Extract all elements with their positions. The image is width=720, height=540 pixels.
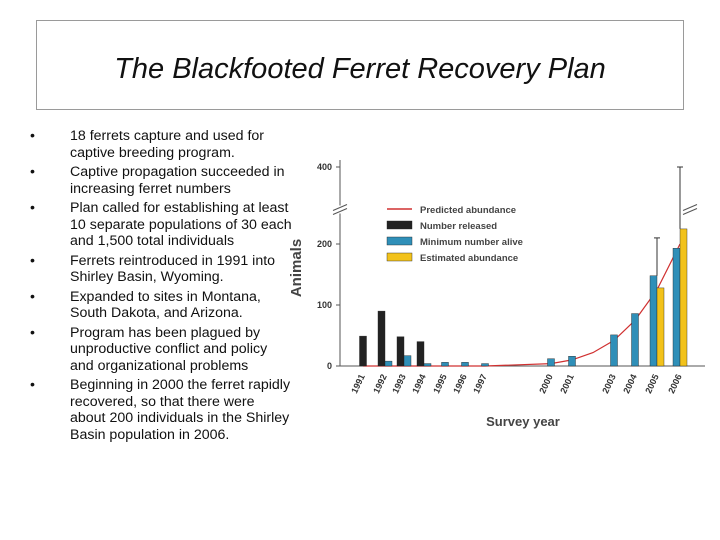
axis-break-mark — [332, 208, 348, 215]
axis-break-gap — [333, 205, 347, 214]
axis-break-gap — [683, 205, 697, 214]
bar — [461, 362, 469, 367]
bullet-item: • Program has been plagued by unproductiv… — [30, 325, 292, 375]
bullet-dot: • — [30, 288, 35, 305]
bar — [631, 313, 639, 367]
bullet-dot: • — [30, 164, 35, 180]
x-tick-label: 2006 — [666, 373, 684, 395]
y-tick-label: 400 — [317, 162, 332, 172]
bar — [403, 355, 412, 367]
y-tick-label: 0 — [327, 361, 332, 371]
x-tick-label: 2000 — [537, 373, 555, 395]
bar — [481, 363, 489, 367]
bar — [359, 335, 367, 367]
axis-break-mark — [682, 204, 698, 211]
x-tick-label: 1991 — [349, 373, 367, 395]
axis-break-mark — [332, 204, 348, 211]
x-tick-label: 1996 — [451, 373, 469, 395]
bullet-text: 18 ferrets capture and used for captive … — [70, 128, 265, 161]
bullet-text: Expanded to sites in Montana, South Dako… — [70, 288, 261, 322]
bullet-text: Captive propagation succeeded in increas… — [70, 164, 285, 197]
predicted-abundance-line — [363, 243, 681, 367]
legend-label: Number released — [420, 221, 497, 232]
bullet-text: Beginning in 2000 the ferret rapidly rec… — [70, 377, 291, 443]
bullet-text: Program has been plagued by unproductive… — [70, 324, 268, 374]
bar — [416, 341, 425, 367]
bullet-dot: • — [30, 252, 35, 269]
legend-label: Minimum number alive — [420, 237, 523, 248]
bullet-dot: • — [30, 377, 35, 393]
legend-label: Predicted abundance — [420, 205, 516, 216]
x-tick-label: 1992 — [371, 373, 389, 395]
bar — [396, 336, 405, 367]
x-axis-label: Survey year — [486, 414, 560, 429]
bullet-item: • Captive propagation succeeded in increa… — [30, 164, 292, 197]
bar — [423, 363, 432, 367]
bullet-dot: • — [30, 128, 35, 144]
y-axis-label: Animals — [288, 239, 305, 297]
x-tick-label: 2001 — [558, 373, 576, 395]
bullet-dot: • — [30, 200, 35, 216]
bar — [656, 287, 665, 367]
x-tick-label: 2004 — [621, 373, 639, 395]
bullet-list: • 18 ferrets capture and used for captive… — [30, 128, 292, 446]
x-tick-label: 1994 — [410, 373, 428, 395]
bullet-item: • Expanded to sites in Montana, South Dak… — [30, 289, 292, 322]
x-tick-label: 1995 — [431, 373, 449, 395]
bar — [384, 360, 393, 367]
bar — [679, 228, 688, 367]
bullet-text: Ferrets reintroduced in 1991 into Shirle… — [70, 252, 276, 286]
bar — [547, 358, 555, 367]
bullet-item: • Ferrets reintroduced in 1991 into Shirl… — [30, 253, 292, 286]
x-tick-label: 1997 — [471, 373, 489, 395]
x-tick-label: 2005 — [643, 373, 661, 395]
bullet-item: • Plan called for establishing at least 1… — [30, 200, 292, 250]
bullet-dot: • — [30, 324, 35, 341]
bullet-text: Plan called for establishing at least 10… — [70, 200, 292, 249]
slide-title: The Blackfooted Ferret Recovery Plan — [114, 53, 606, 85]
legend-swatch — [386, 220, 413, 230]
bar — [649, 275, 658, 367]
x-tick-label: 1993 — [390, 373, 408, 395]
y-tick-label: 100 — [317, 300, 332, 310]
bar — [377, 310, 386, 367]
legend-swatch — [386, 252, 413, 262]
bullet-item: • Beginning in 2000 the ferret rapidly re… — [30, 377, 292, 443]
bar — [568, 356, 576, 367]
bar — [610, 334, 618, 367]
legend-swatch — [386, 236, 413, 246]
ferret-population-chart: 0 100 200 400 Animals Survey year 1991 1992 1993… — [288, 160, 705, 429]
legend-label: Estimated abundance — [420, 253, 518, 264]
axis-break-mark — [682, 208, 698, 215]
bar — [441, 362, 449, 367]
bullet-item: • 18 ferrets capture and used for captive… — [30, 128, 292, 161]
y-tick-label: 200 — [317, 239, 332, 249]
bar — [672, 248, 681, 367]
title-box: The Blackfooted Ferret Recovery Plan — [36, 20, 684, 110]
x-tick-label: 2003 — [600, 373, 618, 395]
